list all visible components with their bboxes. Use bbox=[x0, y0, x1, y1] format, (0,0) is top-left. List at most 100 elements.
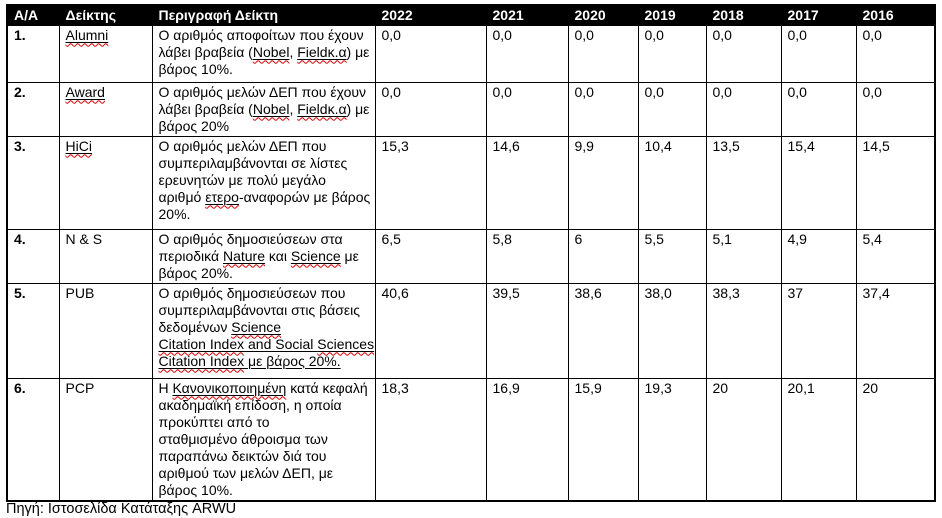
table-header: Α/Α Δείκτης Περιγραφή Δείκτη 2022 2021 2020 20… bbox=[6, 4, 936, 26]
header-row: Α/Α Δείκτης Περιγραφή Δείκτη 2022 2021 2020 20… bbox=[6, 4, 936, 26]
value-cell: 20 bbox=[855, 377, 936, 501]
value-cell: 38,6 bbox=[567, 282, 639, 379]
value-cell: 19,3 bbox=[637, 377, 707, 501]
value-cell: 5,8 bbox=[485, 228, 569, 284]
column-header-2021: 2021 bbox=[485, 4, 569, 26]
description-cell: Ο αριθμός μελών ΔΕΠ που συμπεριλαμβάνοντα… bbox=[151, 135, 376, 230]
column-header-indicator: Δείκτης bbox=[58, 4, 153, 26]
value-cell: 38,0 bbox=[637, 282, 707, 379]
table-body: 1. Alumni Ο αριθμός αποφοίτων που έχουν λάβ… bbox=[6, 24, 936, 501]
value-cell: 15,4 bbox=[780, 135, 857, 230]
description-line: συμπεριλαμβάνονται στις βάσεις bbox=[158, 301, 360, 318]
value-cell: 38,3 bbox=[705, 282, 782, 379]
arwu-indicators-table: Α/Α Δείκτης Περιγραφή Δείκτη 2022 2021 2020 20… bbox=[6, 4, 936, 502]
misspelled-word: Citation Index bbox=[159, 353, 245, 369]
misspelled-word: Fieldκ.α bbox=[297, 44, 346, 60]
description-line: βάρος 20%. bbox=[158, 264, 233, 281]
value-cell: 18,3 bbox=[374, 377, 487, 501]
value-cell: 37 bbox=[780, 282, 857, 379]
value-cell: 9,9 bbox=[567, 135, 639, 230]
description-line: βάρος 10%. bbox=[158, 481, 233, 498]
spellcheck-squiggle: Citation Index bbox=[158, 352, 245, 369]
underlined-text: με βάρος 20%. bbox=[244, 352, 341, 369]
value-cell: 0,0 bbox=[780, 24, 857, 83]
description-cell: Ο αριθμός δημοσιεύσεων στα περιοδικά Natu… bbox=[151, 228, 376, 284]
value-cell: 13,5 bbox=[705, 135, 782, 230]
table-row: 2. Award Ο αριθμός μελών ΔΕΠ που έχουν λάβε… bbox=[6, 81, 936, 137]
value-cell: 0,0 bbox=[705, 81, 782, 137]
value-cell: 15,3 bbox=[374, 135, 487, 230]
value-cell: 14,5 bbox=[855, 135, 936, 230]
value-cell: 6,5 bbox=[374, 228, 487, 284]
value-cell: 15,9 bbox=[567, 377, 639, 501]
value-cell: 0,0 bbox=[485, 81, 569, 137]
indicator-cell: Award bbox=[58, 81, 153, 137]
value-cell: 0,0 bbox=[567, 24, 639, 83]
misspelled-word: HiCi bbox=[66, 138, 92, 154]
description-line: λάβει βραβεία (Nobel, Fieldκ.α) με bbox=[158, 43, 370, 60]
misspelled-word: Science bbox=[291, 248, 341, 264]
indicator-cell: Alumni bbox=[58, 24, 153, 83]
value-cell: 39,5 bbox=[485, 282, 569, 379]
value-cell: 20 bbox=[705, 377, 782, 501]
description-line: περιοδικά Nature και Science με bbox=[158, 247, 359, 264]
description-line: αριθμό ετερο-αναφορών με βάρος bbox=[158, 188, 371, 205]
description-line: Ο αριθμός αποφοίτων που έχουν bbox=[158, 26, 364, 43]
row-number-cell: 2. bbox=[6, 81, 60, 137]
description-line: Ο αριθμός δημοσιεύσεων που bbox=[158, 284, 346, 301]
spellcheck-squiggle: Citation Index bbox=[158, 335, 245, 352]
spellcheck-squiggle: ετερο bbox=[205, 188, 239, 205]
value-cell: 10,4 bbox=[637, 135, 707, 230]
value-cell: 0,0 bbox=[374, 24, 487, 83]
value-cell: 6 bbox=[567, 228, 639, 284]
value-cell: 16,9 bbox=[485, 377, 569, 501]
description-line: Citation Index με βάρος 20%. bbox=[159, 353, 369, 370]
description-cell: Η Κανονικοποιημένη κατά κεφαλή ακαδημαϊκή… bbox=[151, 377, 376, 501]
spellcheck-squiggle: HiCi bbox=[65, 137, 92, 154]
misspelled-word: Κανονικοποιημένη bbox=[173, 380, 287, 396]
column-header-2016: 2016 bbox=[855, 4, 936, 26]
table-row: 6. PCP Η Κανονικοποιημένη κατά κεφαλή ακαδη… bbox=[6, 377, 936, 501]
description-cell: Ο αριθμός μελών ΔΕΠ που έχουν λάβει βραβε… bbox=[151, 81, 376, 137]
description-line: 20%. bbox=[158, 205, 191, 222]
description-cell: Ο αριθμός δημοσιεύσεων που συμπεριλαμβάνο… bbox=[151, 282, 376, 379]
value-cell: 5,4 bbox=[855, 228, 936, 284]
column-header-2019: 2019 bbox=[637, 4, 707, 26]
value-cell: 0,0 bbox=[374, 81, 487, 137]
indicator-cell: N & S bbox=[58, 228, 153, 284]
value-cell: 5,5 bbox=[637, 228, 707, 284]
spellcheck-squiggle: Nature bbox=[222, 247, 266, 264]
row-number-cell: 6. bbox=[6, 377, 60, 501]
spellcheck-squiggle: Fieldκ.α bbox=[297, 100, 347, 117]
row-number-cell: 3. bbox=[6, 135, 60, 230]
value-cell: 0,0 bbox=[855, 81, 936, 137]
description-line: Ο αριθμός μελών ΔΕΠ που bbox=[158, 137, 327, 154]
misspelled-word: Science bbox=[231, 319, 281, 335]
description-line: σταθμισμένο άθροισμα των bbox=[158, 430, 328, 447]
indicator-cell: HiCi bbox=[58, 135, 153, 230]
table-row: 3. HiCi Ο αριθμός μελών ΔΕΠ που συμπεριλαμβ… bbox=[6, 135, 936, 230]
description-line: ερευνητών με πολύ μεγάλο bbox=[158, 171, 326, 188]
row-number-cell: 5. bbox=[6, 282, 60, 379]
description-line: Citation Index and Social Sciences bbox=[158, 335, 375, 353]
spellcheck-squiggle: Alumni bbox=[65, 26, 109, 43]
misspelled-word: Award bbox=[66, 84, 105, 100]
misspelled-word: Fieldκ.α bbox=[297, 101, 346, 117]
misspelled-word: Nature bbox=[223, 248, 265, 264]
description-line: παραπάνω δεικτών διά του bbox=[158, 447, 327, 464]
value-cell: 0,0 bbox=[637, 81, 707, 137]
table-row: 1. Alumni Ο αριθμός αποφοίτων που έχουν λάβ… bbox=[6, 24, 936, 83]
underlined-text: and Social bbox=[244, 335, 318, 352]
misspelled-word: ετερο bbox=[205, 189, 239, 205]
value-cell: 20,1 bbox=[780, 377, 857, 501]
misspelled-word: Nobel bbox=[253, 44, 290, 60]
misspelled-word: Sciences bbox=[317, 336, 374, 352]
value-cell: 0,0 bbox=[705, 24, 782, 83]
row-number-cell: 4. bbox=[6, 228, 60, 284]
spellcheck-squiggle: Science bbox=[290, 247, 341, 264]
value-cell: 0,0 bbox=[567, 81, 639, 137]
indicator-cell: PCP bbox=[58, 377, 153, 501]
description-line: συμπεριλαμβάνονται σε λίστες bbox=[158, 154, 348, 171]
